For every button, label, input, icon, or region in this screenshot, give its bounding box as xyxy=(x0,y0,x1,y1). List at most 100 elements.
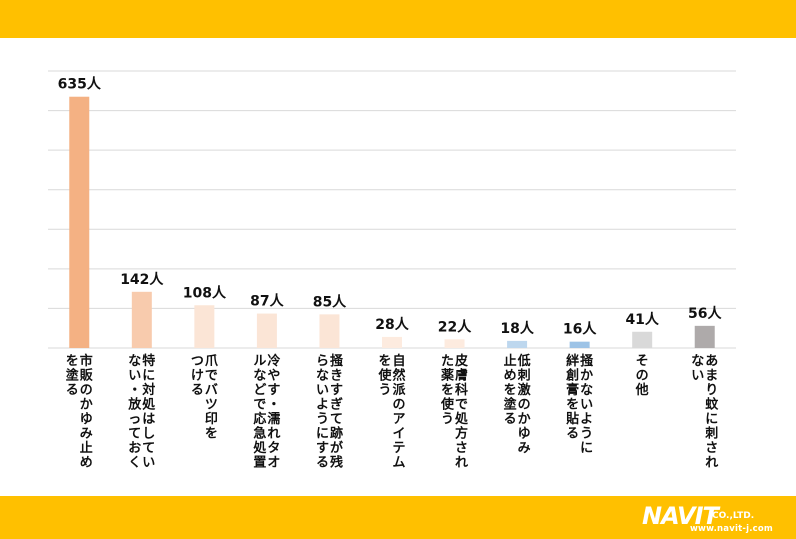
category-label-char: 印 xyxy=(205,412,218,427)
category-label-char: み xyxy=(518,441,531,456)
bottom-footer-band xyxy=(0,496,796,539)
category-label-char: タ xyxy=(267,441,280,456)
category-label-char: け xyxy=(191,369,204,384)
category-label-char: ま xyxy=(705,369,718,384)
category-label-char: 激 xyxy=(518,382,532,398)
data-label: 635人 xyxy=(58,76,102,93)
category-label-char: が xyxy=(330,440,343,456)
category-label-char: い xyxy=(128,369,141,384)
category-label-char: 特 xyxy=(142,353,155,369)
category-label-char: め xyxy=(504,369,517,384)
category-label-char: に xyxy=(142,369,155,384)
category-label-char: 塗 xyxy=(66,368,80,384)
category-label-char: 止 xyxy=(504,353,517,369)
category-label-char: な xyxy=(580,383,593,398)
category-label-char: い xyxy=(316,383,329,398)
category-label-char: 冷 xyxy=(267,353,280,369)
category-label-char: ツ xyxy=(205,398,218,413)
category-label-char: 応 xyxy=(253,411,266,427)
category-label-char: の xyxy=(80,383,93,398)
data-label: 18人 xyxy=(500,320,534,337)
logo-text: NAVIT xyxy=(642,502,719,530)
data-label: 56人 xyxy=(688,305,722,322)
category-label-char: 他 xyxy=(635,382,649,398)
category-label-char: す xyxy=(267,383,280,398)
data-label: 22人 xyxy=(438,318,472,335)
category-label-char: う xyxy=(580,427,593,442)
category-label-char: め xyxy=(80,456,93,471)
category-label-char: 残 xyxy=(330,455,343,471)
category-label-char: 刺 xyxy=(705,426,718,442)
category-label-char: な xyxy=(253,369,266,384)
category-label-char: を xyxy=(205,427,218,442)
category-label-char: 処 xyxy=(141,397,156,413)
category-label-char: 膏 xyxy=(566,382,579,398)
category-label-char: 市 xyxy=(80,353,93,369)
data-label: 87人 xyxy=(250,293,284,310)
category-label-char: ム xyxy=(392,456,405,471)
category-label-char: を xyxy=(66,354,79,369)
category-label-char: 処 xyxy=(454,411,469,427)
bar xyxy=(69,96,90,348)
category-label-char: で xyxy=(205,369,218,384)
category-label-char: イ xyxy=(392,427,405,442)
category-label-char: に xyxy=(316,427,329,442)
category-label-char: 然 xyxy=(392,368,405,384)
bar xyxy=(632,331,653,348)
category-label-char: さ xyxy=(455,441,468,456)
category-label-char: 処 xyxy=(252,440,267,456)
category-label-char: 塗 xyxy=(504,397,518,413)
bar xyxy=(131,291,152,348)
category-label-char: 急 xyxy=(253,426,266,442)
category-label-char: を xyxy=(504,383,517,398)
category-label-char: 使 xyxy=(440,397,455,413)
category-label-char: ル xyxy=(253,354,266,369)
category-label-char: み xyxy=(80,427,93,442)
category-label-char: に xyxy=(705,412,718,427)
category-label-char: し xyxy=(142,427,155,442)
category-label-char: う xyxy=(441,412,454,427)
category-label-char: 皮 xyxy=(454,353,468,369)
category-label-char: の xyxy=(518,398,531,413)
category-label-char: 膚 xyxy=(455,368,468,384)
category-label-char: よ xyxy=(580,412,593,427)
category-label-char: る xyxy=(316,456,329,471)
category-label-char: を xyxy=(566,398,579,413)
category-label-char: を xyxy=(441,383,454,398)
category-label-char: す xyxy=(316,441,329,456)
category-label-char: ゆ xyxy=(518,427,531,442)
category-label-char: か xyxy=(518,412,531,427)
category-label-char: 爪 xyxy=(205,354,219,369)
category-label-char: い xyxy=(691,369,704,384)
category-label-char: 刺 xyxy=(518,368,531,384)
category-label-char: 方 xyxy=(455,426,468,442)
category-label-char: バ xyxy=(205,383,218,398)
category-label-char: さ xyxy=(705,441,718,456)
category-label-char: る xyxy=(504,412,517,427)
category-label-char: 対 xyxy=(141,382,155,398)
data-label: 16人 xyxy=(563,321,597,338)
category-label-char: 絆 xyxy=(566,353,579,369)
category-label-char: な xyxy=(316,369,329,384)
category-label-char: 貼 xyxy=(566,411,579,427)
category-label-char: 派 xyxy=(392,383,406,398)
category-label-char: く xyxy=(128,456,141,471)
category-label-char: 低 xyxy=(517,353,531,369)
bars xyxy=(69,96,715,348)
category-label-char: る xyxy=(566,427,579,442)
category-label-char: す xyxy=(330,383,343,398)
category-label-char: や xyxy=(267,369,280,384)
category-label-char: い xyxy=(580,398,593,413)
category-label-char: 掻 xyxy=(580,353,594,369)
category-label-char: オ xyxy=(267,456,280,471)
category-label-char: 蚊 xyxy=(705,397,719,413)
data-label: 108人 xyxy=(183,284,227,301)
